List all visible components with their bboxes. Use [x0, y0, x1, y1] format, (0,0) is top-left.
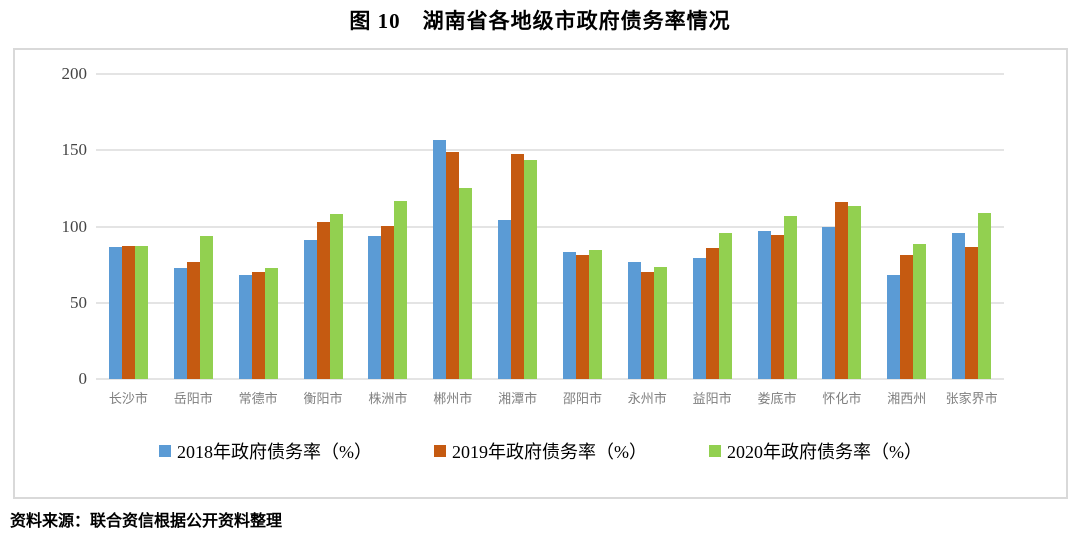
- x-axis-label: 株洲市: [368, 391, 408, 406]
- gridline: [96, 378, 1004, 380]
- y-tick-label: 150: [61, 140, 88, 160]
- bar-groups: [96, 74, 1004, 379]
- bar-group: [939, 74, 1004, 379]
- bar: [627, 261, 641, 379]
- bar: [575, 255, 589, 379]
- gridline: [96, 301, 1004, 304]
- legend-swatch-icon: [159, 445, 171, 457]
- bar: [511, 154, 525, 379]
- x-axis-label: 邵阳市: [562, 391, 602, 406]
- x-axis-label: 常德市: [238, 391, 278, 406]
- bar-group: [874, 74, 939, 379]
- legend: 2018年政府债务率（%） 2019年政府债务率（%） 2020年政府债务率（%）: [15, 438, 1066, 464]
- bar: [848, 205, 862, 379]
- x-axis-labels: 长沙市 岳阳市 常德市 衡阳市 株洲市 郴州市 湘潭市 邵阳市 永州市 益阳市 娄底市 怀化市 湘西州 张…: [96, 388, 1004, 407]
- x-axis-label: 长沙市: [108, 391, 148, 406]
- bar-group: [745, 74, 810, 379]
- bar: [757, 231, 771, 379]
- bar: [394, 201, 408, 379]
- bar: [562, 251, 576, 379]
- bar: [199, 235, 213, 379]
- x-axis-label: 岳阳市: [173, 391, 213, 406]
- bar: [718, 233, 732, 379]
- x-axis-label: 张家界市: [945, 391, 998, 406]
- y-tick-label: 50: [70, 292, 87, 312]
- bar: [433, 140, 447, 379]
- legend-item: 2018年政府债务率（%）: [159, 438, 372, 464]
- bar-group: [550, 74, 615, 379]
- bar-group: [226, 74, 291, 379]
- gridline: [96, 149, 1004, 152]
- x-axis-label: 衡阳市: [303, 391, 343, 406]
- bar: [186, 261, 200, 379]
- bar-group: [485, 74, 550, 379]
- bar: [640, 272, 654, 379]
- bar: [653, 266, 667, 379]
- bar-group: [161, 74, 226, 379]
- x-axis-label: 郴州市: [433, 391, 473, 406]
- gridline: [96, 225, 1004, 228]
- bar: [134, 246, 148, 379]
- y-tick-label: 0: [78, 369, 88, 388]
- bar: [121, 245, 135, 379]
- bar: [822, 227, 836, 379]
- bar: [264, 267, 278, 379]
- source-note: 资料来源：联合资信根据公开资料整理: [10, 513, 283, 530]
- bar-group: [615, 74, 680, 379]
- bar: [238, 275, 252, 379]
- legend-label: 2018年政府债务率（%）: [177, 442, 372, 462]
- bar-group: [680, 74, 745, 379]
- legend-swatch-icon: [709, 445, 721, 457]
- bar: [303, 240, 317, 379]
- bar: [108, 247, 122, 379]
- bar: [368, 236, 382, 379]
- bar-group: [355, 74, 420, 379]
- x-axis-label: 湘西州: [887, 391, 927, 406]
- bar: [498, 220, 512, 379]
- legend-label: 2020年政府债务率（%）: [727, 442, 922, 462]
- x-axis-label: 娄底市: [757, 391, 797, 406]
- bar: [835, 202, 849, 379]
- legend-item: 2019年政府债务率（%）: [434, 438, 647, 464]
- bar: [783, 215, 797, 379]
- bar: [524, 160, 538, 379]
- bar: [329, 214, 343, 379]
- bar-group: [291, 74, 356, 379]
- bar: [588, 250, 602, 379]
- y-axis-labels: 0 50 100 150 200: [15, 64, 88, 388]
- bar: [770, 234, 784, 379]
- legend-item: 2020年政府债务率（%）: [709, 438, 922, 464]
- bar-group: [420, 74, 485, 379]
- bar: [381, 225, 395, 379]
- chart-title: 图 10 湖南省各地级市政府债务率情况: [349, 9, 731, 33]
- bar: [316, 221, 330, 379]
- bar-group: [809, 74, 874, 379]
- chart-frame: 0 50 100 150 200 长沙市 岳阳市 常德市 衡阳市 株洲市 郴州市 湘潭市 邵阳市 永州市…: [13, 48, 1068, 499]
- bar: [173, 268, 187, 379]
- x-axis-label: 永州市: [627, 391, 667, 406]
- bar: [978, 212, 992, 379]
- bar: [446, 151, 460, 379]
- bar: [459, 187, 473, 379]
- bar-group: [96, 74, 161, 379]
- bar: [952, 233, 966, 379]
- bar: [251, 272, 265, 379]
- bar: [965, 247, 979, 379]
- bar: [913, 244, 927, 379]
- x-axis-label: 益阳市: [692, 391, 732, 406]
- gridline: [96, 73, 1004, 75]
- x-axis-label: 怀化市: [822, 391, 862, 406]
- legend-label: 2019年政府债务率（%）: [452, 442, 647, 462]
- y-tick-label: 100: [61, 216, 88, 236]
- x-axis-label: 湘潭市: [498, 391, 538, 406]
- bar: [900, 255, 914, 379]
- gridlines: [96, 73, 1004, 380]
- y-tick-label: 200: [61, 64, 88, 83]
- bar: [705, 247, 719, 379]
- legend-swatch-icon: [434, 445, 446, 457]
- bar: [887, 275, 901, 379]
- bar: [692, 257, 706, 379]
